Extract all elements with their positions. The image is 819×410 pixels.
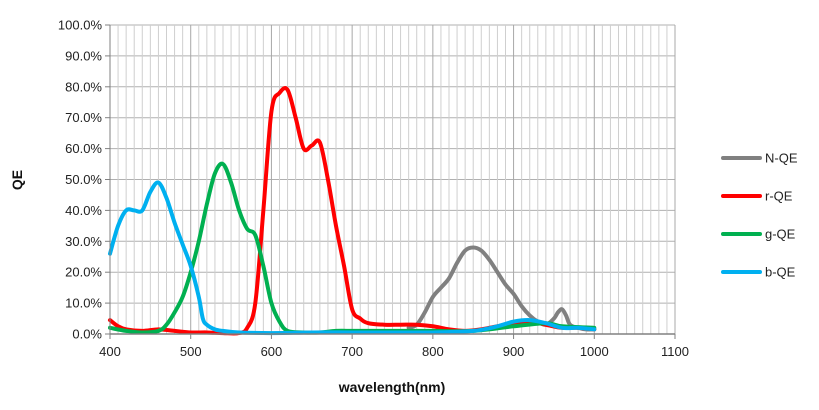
axes [105,24,676,339]
legend-item-g-qe: g-QE [721,227,796,242]
y-tick-label: 70.0% [65,110,102,125]
legend-label: N-QE [765,151,798,166]
y-tick-label: 60.0% [65,141,102,156]
legend-item-n-qe: N-QE [721,151,798,166]
y-axis-title: QE [9,170,25,190]
series-line-n-qe [406,245,597,332]
series-line-b-qe [108,180,597,336]
series-lines [108,86,597,336]
x-tick-labels: 400 500 600 700 800 900 1000 1100 [99,344,689,359]
y-tick-label: 10.0% [65,296,102,311]
y-tick-labels: 0.0% 10.0% 20.0% 30.0% 40.0% 50.0% 60.0% 70.0% 8… [58,18,103,342]
x-tick-label: 600 [261,344,283,359]
y-tick-label: 40.0% [65,203,102,218]
legend-label: g-QE [765,227,796,242]
y-tick-label: 30.0% [65,234,102,249]
x-tick-label: 1000 [580,344,609,359]
legend-label: b-QE [765,265,796,280]
y-tick-label: 80.0% [65,79,102,94]
legend-label: r-QE [765,189,793,204]
y-tick-label: 90.0% [65,48,102,63]
x-tick-label: 800 [422,344,444,359]
y-tick-label: 100.0% [58,18,103,33]
x-tick-label: 500 [180,344,202,359]
legend-item-b-qe: b-QE [721,265,796,280]
y-tick-label: 0.0% [72,327,102,342]
legend-item-r-qe: r-QE [721,189,793,204]
x-axis-title: wavelength(nm) [338,379,446,395]
x-tick-label: 400 [99,344,121,359]
y-tick-label: 50.0% [65,172,102,187]
grid-lines [109,24,676,335]
y-tick-label: 20.0% [65,265,102,280]
x-tick-label: 900 [503,344,525,359]
x-tick-label: 700 [341,344,363,359]
x-tick-label: 1100 [661,344,689,359]
legend: N-QE r-QE g-QE b-QE [721,151,798,280]
